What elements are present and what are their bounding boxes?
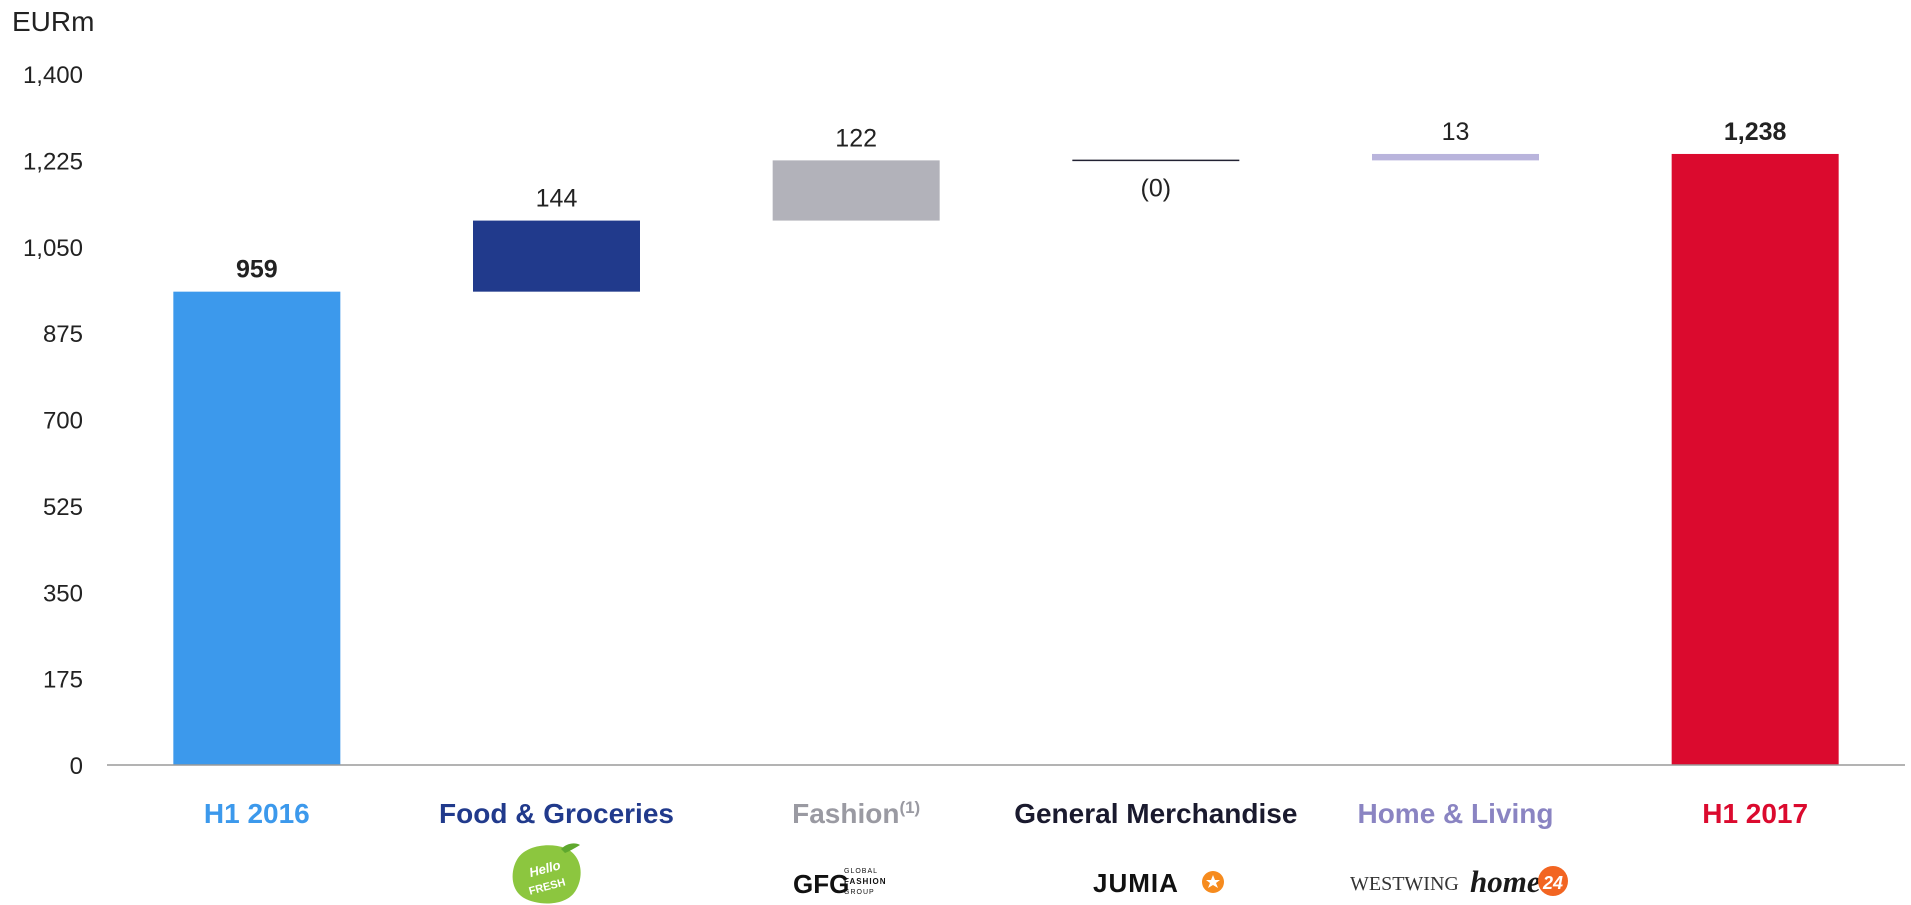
home24-badge-text: 24 (1542, 873, 1563, 893)
category-label: Fashion(1) (792, 798, 920, 829)
gfg-logo-text-global: GLOBAL (844, 868, 878, 875)
gfg-logo-mark: GFG (793, 869, 849, 899)
data-label: (0) (1141, 174, 1172, 202)
gfg-logo-text-group: GROUP (844, 889, 875, 896)
bar (1671, 153, 1839, 766)
hellofresh-logo: Hello FRESH (512, 843, 581, 904)
data-label: 959 (236, 256, 278, 284)
company-logos: Hello FRESH GFG GLOBAL FASHION GROUP JUM… (512, 843, 1568, 904)
y-tick-label: 1,225 (23, 148, 83, 175)
data-label: 1,238 (1724, 118, 1787, 146)
bar (173, 291, 341, 765)
y-tick-label: 875 (43, 321, 83, 348)
jumia-logo: JUMIA (1093, 868, 1224, 898)
y-tick-label: 1,400 (23, 62, 83, 89)
data-label: 13 (1442, 118, 1470, 146)
westwing-logo-text: WESTWING (1350, 873, 1459, 895)
global-fashion-group-logo: GFG GLOBAL FASHION GROUP (793, 868, 887, 899)
bar (473, 220, 640, 292)
category-label: Food & Groceries (439, 798, 674, 829)
category-label: H1 2016 (204, 798, 310, 829)
y-axis: 0 175 350 525 700 875 1,050 1,225 1,400 (23, 62, 83, 780)
bar (1372, 153, 1539, 161)
bars (173, 153, 1839, 766)
home24-logo-text: home (1470, 864, 1541, 899)
y-tick-label: 175 (43, 667, 83, 694)
category-label: H1 2017 (1702, 798, 1808, 829)
category-label: General Merchandise (1014, 798, 1297, 829)
y-tick-label: 700 (43, 408, 83, 435)
data-labels: 959 144 122 (0) 13 1,238 (236, 118, 1787, 284)
bar (772, 160, 940, 221)
gfg-logo-text-fashion: FASHION (844, 877, 887, 886)
x-axis: H1 2016 Food & Groceries Fashion(1) General… (107, 764, 1905, 829)
data-label: 122 (835, 124, 877, 152)
home24-logo: home 24 (1470, 864, 1568, 899)
category-superscript: (1) (899, 798, 920, 817)
y-tick-label: 350 (43, 580, 83, 607)
category-label: Home & Living (1357, 798, 1553, 829)
y-tick-label: 0 (70, 753, 83, 780)
y-tick-label: 1,050 (23, 235, 83, 262)
unit-label: EURm (12, 6, 94, 37)
jumia-logo-text: JUMIA (1093, 868, 1179, 898)
y-tick-label: 525 (43, 494, 83, 521)
westwing-logo: WESTWING (1350, 873, 1459, 895)
data-label: 144 (536, 185, 578, 213)
home24-badge-icon (1538, 866, 1568, 896)
